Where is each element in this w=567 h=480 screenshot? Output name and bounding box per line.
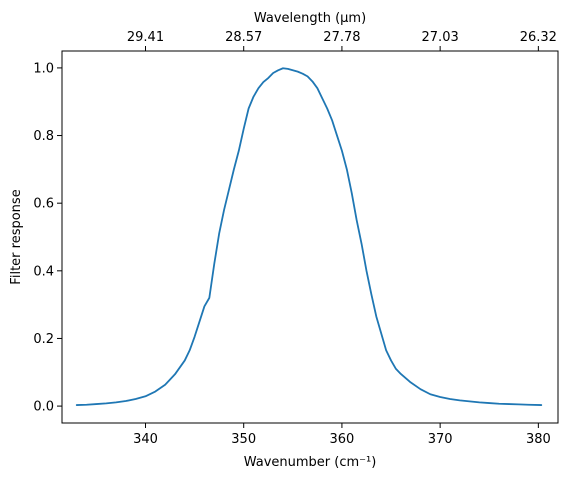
top-x-tick-label: 27.78 [323,30,360,45]
series-line-0 [75,67,543,406]
x-tick-label: 340 [133,432,158,447]
top-x-tick-label: 28.57 [225,30,262,45]
x-tick-label: 360 [330,432,355,447]
x-tick-label: 350 [231,432,256,447]
plot-background [62,51,558,423]
y-axis-title: Filter response [9,189,24,284]
top-x-tick-label: 26.32 [520,30,557,45]
x-tick-label: 380 [526,432,551,447]
plot-frame [61,50,559,424]
top-x-tick-label: 27.03 [422,30,459,45]
top-x-tick-label: 29.41 [127,30,164,45]
chart-axes: 340 350 360 370 380 29.41 28.57 27.78 27.03 26.32… [33,30,557,447]
y-tick-label: 0.2 [33,332,54,347]
y-tick-label: 0.0 [33,400,54,415]
y-tick-label: 0.4 [33,264,54,279]
y-tick-label: 1.0 [33,61,54,76]
chart-marks [75,67,543,406]
y-tick-label: 0.8 [33,129,54,144]
x-tick-label: 370 [428,432,453,447]
x-axis-title: Wavenumber (cm⁻¹) [244,455,377,470]
y-tick-label: 0.6 [33,197,54,212]
top-x-axis-title: Wavelength (μm) [254,11,366,26]
